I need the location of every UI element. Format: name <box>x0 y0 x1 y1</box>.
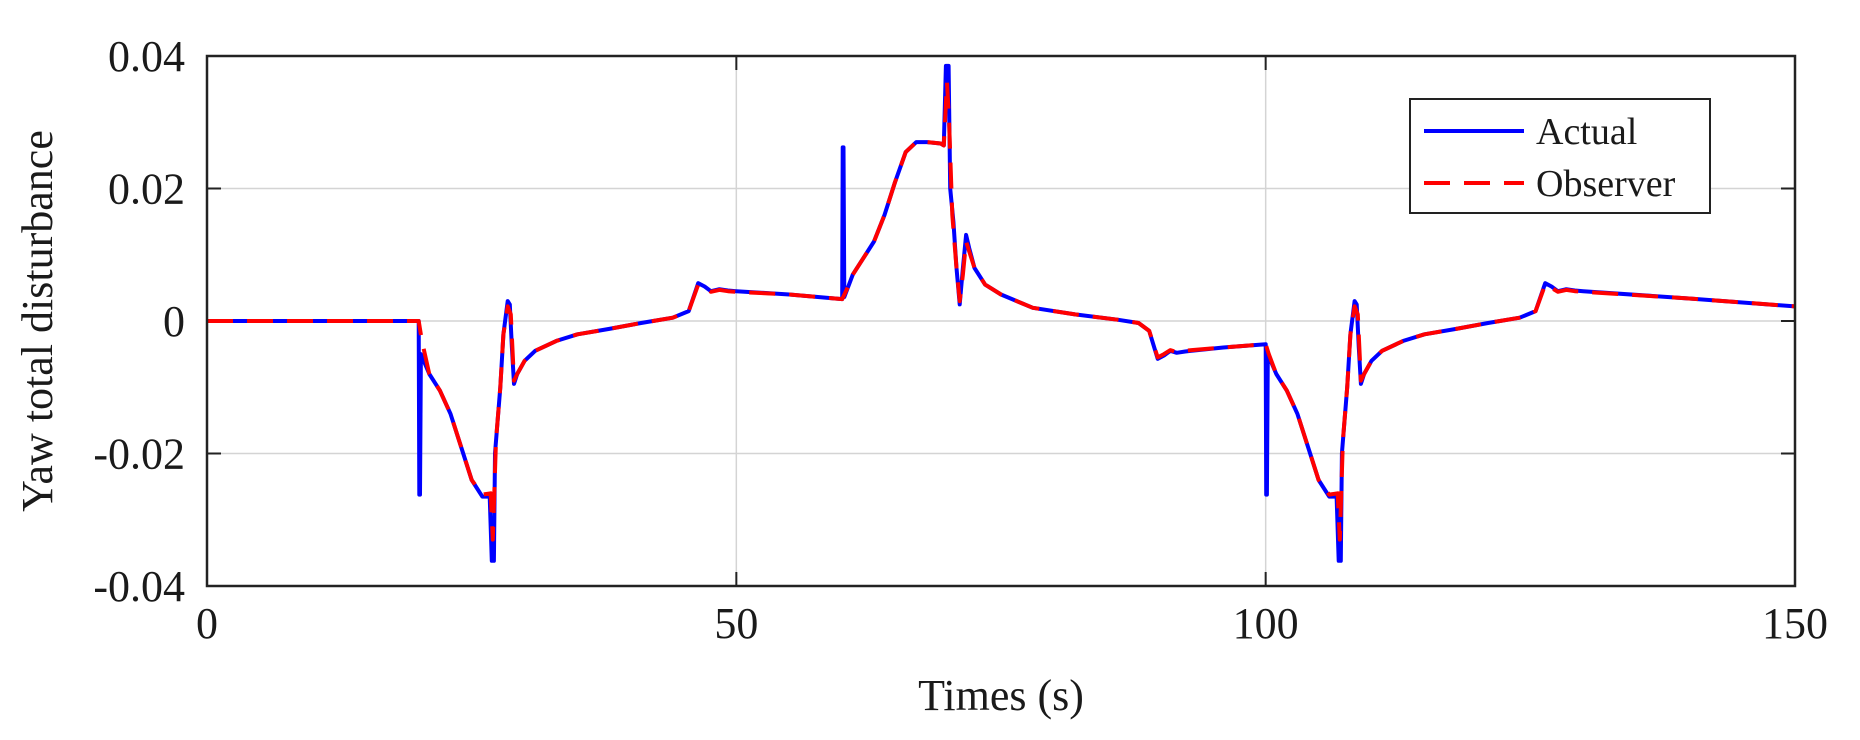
legend-label-observer: Observer <box>1536 163 1676 205</box>
legend-box <box>1409 98 1711 214</box>
x-tick-label: 0 <box>196 599 218 648</box>
x-tick-labels: 0 50 100 150 <box>196 599 1828 648</box>
x-tick-label: 150 <box>1762 599 1828 648</box>
x-axis-label: Times (s) <box>918 671 1084 720</box>
y-tick-label: 0.04 <box>108 32 185 81</box>
grid-lines <box>207 56 1795 586</box>
series-lines <box>207 63 1796 563</box>
y-tick-label: 0.02 <box>108 165 185 214</box>
legend: Actual Observer <box>1409 98 1711 214</box>
legend-label-actual: Actual <box>1536 111 1637 153</box>
y-axis-label: Yaw total disturbance <box>13 130 62 512</box>
y-tick-labels: 0.04 0.02 0 -0.02 -0.04 <box>93 32 185 611</box>
y-tick-label: -0.02 <box>93 430 185 479</box>
x-tick-label: 50 <box>714 599 758 648</box>
plot-area-frame <box>205 54 1797 588</box>
y-tick-label: -0.04 <box>93 562 185 611</box>
series-line-observer <box>207 80 1796 542</box>
x-tick-label: 100 <box>1233 599 1299 648</box>
y-tick-label: 0 <box>163 297 185 346</box>
